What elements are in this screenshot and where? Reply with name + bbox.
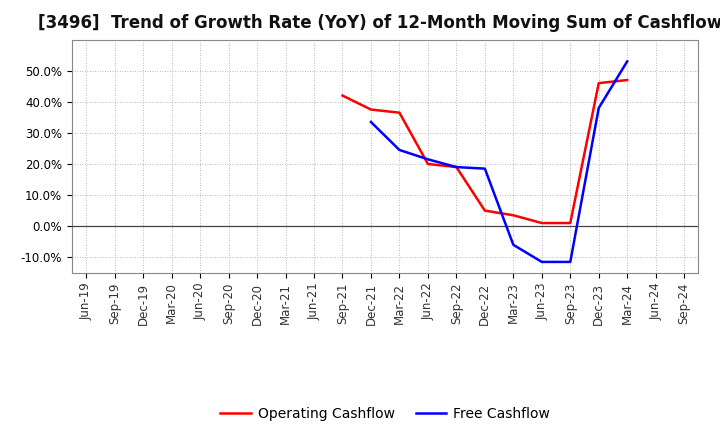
Operating Cashflow (595, 81, 603, 86)
Operating Cashflow (366, 107, 375, 112)
Free Cashflow (395, 147, 404, 153)
Operating Cashflow (395, 110, 404, 115)
Free Cashflow (537, 259, 546, 264)
Operating Cashflow (338, 93, 347, 98)
Line: Operating Cashflow: Operating Cashflow (343, 80, 627, 223)
Operating Cashflow (452, 165, 461, 170)
Operating Cashflow (623, 77, 631, 83)
Free Cashflow (452, 165, 461, 170)
Free Cashflow (595, 105, 603, 110)
Legend: Operating Cashflow, Free Cashflow: Operating Cashflow, Free Cashflow (215, 401, 556, 426)
Operating Cashflow (480, 208, 489, 213)
Operating Cashflow (566, 220, 575, 226)
Free Cashflow (480, 166, 489, 171)
Free Cashflow (566, 259, 575, 264)
Free Cashflow (423, 157, 432, 162)
Operating Cashflow (537, 220, 546, 226)
Operating Cashflow (509, 213, 518, 218)
Operating Cashflow (423, 161, 432, 167)
Title: [3496]  Trend of Growth Rate (YoY) of 12-Month Moving Sum of Cashflows: [3496] Trend of Growth Rate (YoY) of 12-… (38, 15, 720, 33)
Line: Free Cashflow: Free Cashflow (371, 61, 627, 262)
Free Cashflow (509, 242, 518, 247)
Free Cashflow (623, 59, 631, 64)
Free Cashflow (366, 119, 375, 125)
